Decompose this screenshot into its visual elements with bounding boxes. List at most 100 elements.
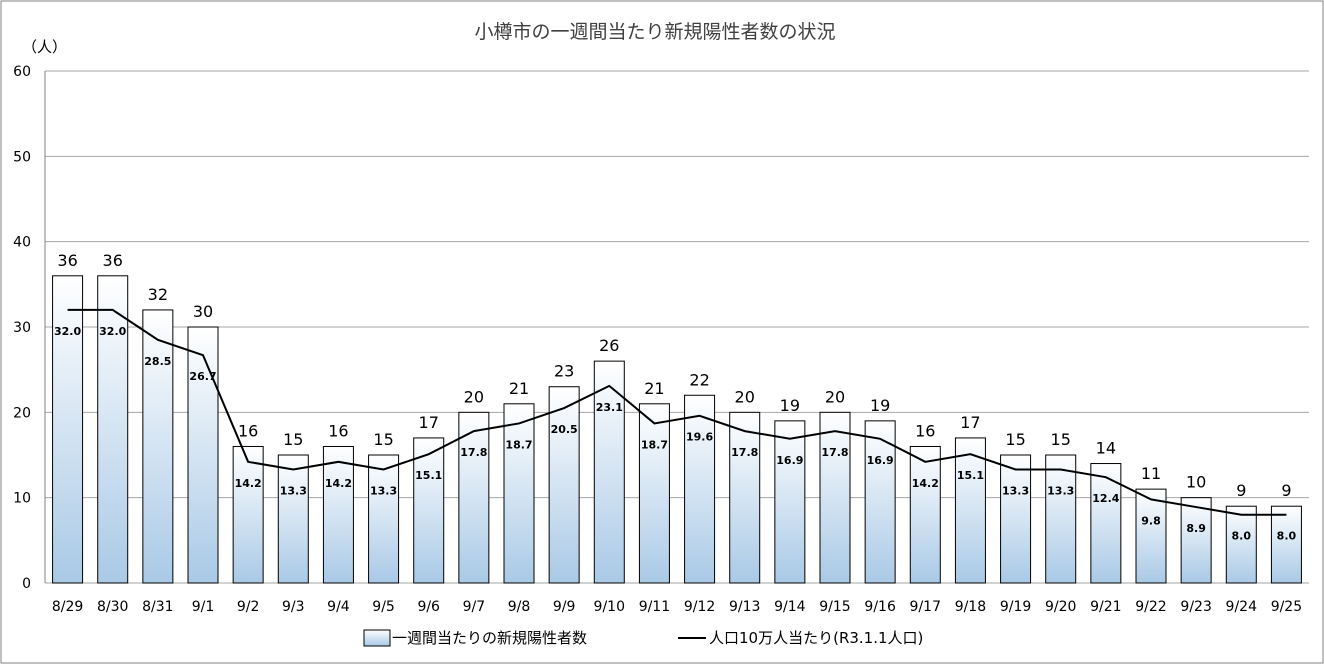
bar <box>774 420 806 584</box>
line-value-label: 26.7 <box>189 370 216 383</box>
x-tick-label: 9/24 <box>1226 599 1258 615</box>
x-tick-label: 9/17 <box>910 599 941 615</box>
legend-label-line: 人口10万人当たり(R3.1.1人口) <box>709 629 923 647</box>
line-value-label: 14.2 <box>325 477 352 490</box>
y-tick-label: 50 <box>13 149 31 165</box>
bar <box>954 437 986 584</box>
bar-value-label: 23 <box>554 362 574 381</box>
line-series <box>67 308 1287 516</box>
line-value-label: 17.8 <box>460 446 487 459</box>
line-value-label: 16.9 <box>776 454 803 467</box>
bar-value-label: 36 <box>57 251 77 270</box>
line-value-label: 8.9 <box>1186 522 1206 535</box>
bar-value-label: 19 <box>780 396 800 415</box>
bar-value-label: 19 <box>870 396 890 415</box>
x-tick-label: 9/2 <box>237 599 260 615</box>
line-value-label: 16.9 <box>867 454 894 467</box>
bar-value-label: 30 <box>193 302 213 321</box>
data-labels: 36 36 32 30 16 15 16 15 17 20 21 23 26 21 22 20 19 20 19 16… <box>54 251 1297 543</box>
line-value-label: 9.8 <box>1141 514 1161 527</box>
bar <box>52 275 84 584</box>
bar-value-label: 9 <box>1236 481 1246 500</box>
line-value-label: 20.5 <box>551 423 578 436</box>
x-tick-label: 9/19 <box>1000 599 1031 615</box>
line-value-label: 19.6 <box>686 431 713 444</box>
y-tick-label: 30 <box>13 320 31 336</box>
bar <box>97 275 129 584</box>
line-value-label: 8.0 <box>1277 530 1297 543</box>
line-value-label: 12.4 <box>1092 492 1119 505</box>
bar <box>684 394 716 584</box>
bar <box>729 411 761 584</box>
bar <box>277 454 309 584</box>
y-tick-label: 40 <box>13 235 31 251</box>
chart-title: 小樽市の一週間当たり新規陽性者数の状況 <box>474 21 835 43</box>
bar-value-label: 20 <box>825 387 845 406</box>
bar <box>638 403 670 584</box>
bar-value-label: 17 <box>960 413 980 432</box>
bar-value-label: 21 <box>644 379 664 398</box>
bar-series <box>52 275 1302 584</box>
bar-value-label: 26 <box>599 336 619 355</box>
bar <box>1270 505 1302 584</box>
bar <box>458 411 490 584</box>
bar-value-label: 36 <box>103 251 123 270</box>
line-value-label: 13.3 <box>1047 485 1074 498</box>
bar <box>1180 497 1212 584</box>
line-value-label: 14.2 <box>912 477 939 490</box>
bar <box>864 420 896 584</box>
line-value-label: 13.3 <box>280 485 307 498</box>
y-tick-label: 20 <box>13 405 31 421</box>
x-tick-label: 9/11 <box>639 599 670 615</box>
line-value-label: 18.7 <box>505 438 532 451</box>
bar <box>1045 454 1077 584</box>
bar-value-label: 32 <box>148 285 168 304</box>
bar <box>187 326 219 584</box>
bar <box>413 437 445 584</box>
bar-value-label: 15 <box>373 430 393 449</box>
line-series-path <box>67 308 1287 516</box>
bar-value-label: 20 <box>464 387 484 406</box>
x-tick-label: 9/4 <box>327 599 350 615</box>
line-value-label: 17.8 <box>821 446 848 459</box>
line-value-label: 15.1 <box>415 469 442 482</box>
bar-value-label: 10 <box>1186 473 1206 492</box>
legend: 一週間当たりの新規陽性者数 人口10万人当たり(R3.1.1人口) <box>363 629 923 647</box>
x-tick-label: 9/23 <box>1180 599 1211 615</box>
bar <box>548 386 580 584</box>
x-tick-label: 9/14 <box>774 599 806 615</box>
x-tick-label: 9/18 <box>955 599 986 615</box>
bar <box>142 309 174 584</box>
line-value-label: 13.3 <box>1002 485 1029 498</box>
y-tick-label: 0 <box>22 576 31 592</box>
y-axis-ticks: 0 10 20 30 40 50 60 <box>13 64 31 592</box>
line-value-label: 28.5 <box>144 355 171 368</box>
x-axis-ticks: 8/29 8/30 8/31 9/1 9/2 9/3 9/4 9/5 9/6 9/7 9/8 9/9 9… <box>52 599 1302 615</box>
bar <box>909 445 941 584</box>
x-tick-label: 9/8 <box>508 599 531 615</box>
line-value-label: 18.7 <box>641 438 668 451</box>
x-tick-label: 9/9 <box>553 599 576 615</box>
bar <box>503 403 535 584</box>
x-tick-label: 9/13 <box>729 599 760 615</box>
bar-value-label: 16 <box>328 421 348 440</box>
x-tick-label: 9/3 <box>282 599 305 615</box>
x-tick-label: 9/25 <box>1271 599 1302 615</box>
line-value-label: 17.8 <box>731 446 758 459</box>
bar-value-label: 16 <box>238 421 258 440</box>
x-tick-label: 9/21 <box>1090 599 1121 615</box>
bar-value-label: 15 <box>1051 430 1071 449</box>
bar <box>232 445 264 584</box>
x-tick-label: 8/31 <box>142 599 173 615</box>
bar-value-label: 17 <box>419 413 439 432</box>
x-tick-label: 9/15 <box>819 599 850 615</box>
x-tick-label: 9/16 <box>864 599 896 615</box>
y-tick-label: 60 <box>13 64 31 80</box>
x-tick-label: 9/1 <box>192 599 215 615</box>
bar <box>368 454 400 584</box>
x-tick-label: 9/20 <box>1045 599 1076 615</box>
bar <box>322 445 354 584</box>
x-tick-label: 8/30 <box>97 599 128 615</box>
bar-value-label: 20 <box>735 387 755 406</box>
